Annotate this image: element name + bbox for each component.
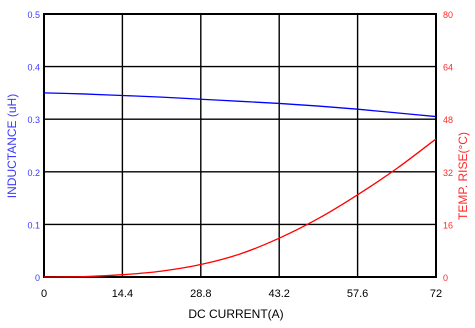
y-tick-label-left: 0 <box>35 273 40 283</box>
x-axis-label: DC CURRENT(A) <box>188 307 283 321</box>
x-tick-label: 43.2 <box>268 288 289 300</box>
y-tick-label-left: 0.3 <box>27 115 40 125</box>
x-tick-label: 57.6 <box>347 288 368 300</box>
y-tick-label-left: 0.4 <box>27 63 40 73</box>
y-tick-label-right: 80 <box>443 10 453 20</box>
y-tick-label-right: 64 <box>443 63 453 73</box>
y-tick-label-right: 16 <box>443 220 453 230</box>
y-tick-label-right: 48 <box>443 115 453 125</box>
x-tick-label: 0 <box>41 288 47 300</box>
plot-frame <box>43 13 437 278</box>
inductance-series-line <box>43 92 437 118</box>
y-tick-label-left: 0.2 <box>27 168 40 178</box>
y-tick-label-right: 32 <box>443 168 453 178</box>
temp-rise-series-line <box>43 138 437 278</box>
x-tick-label: 14.4 <box>112 288 133 300</box>
y-tick-label-right: 0 <box>443 273 448 283</box>
grid-layer <box>43 13 437 278</box>
series-layer <box>43 92 437 278</box>
y-tick-label-left: 0.5 <box>27 10 40 20</box>
x-tick-label: 72 <box>430 288 442 300</box>
y-axis-label-right: TEMP. RISE(°C) <box>456 132 470 220</box>
y-tick-label-left: 0.1 <box>27 220 40 230</box>
x-tick-label: 28.8 <box>190 288 211 300</box>
y-axis-label-left: INDUCTANCE (uH) <box>5 94 19 198</box>
tick-layer: 0 14.4 28.8 43.2 57.6 7200.10.20.30.40.501632… <box>27 10 453 300</box>
